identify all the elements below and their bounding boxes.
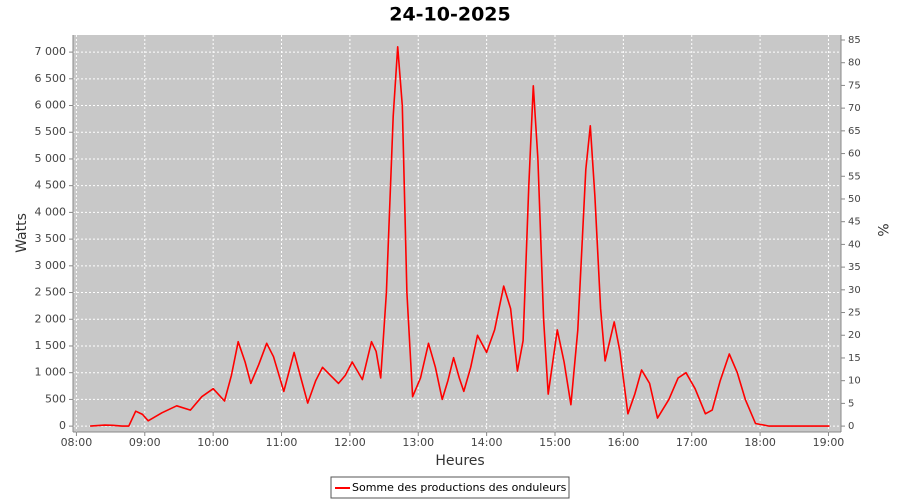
y-axis-label: Watts — [14, 213, 30, 253]
y-tick-label: 1 000 — [35, 366, 67, 379]
legend-label: Somme des productions des onduleurs — [352, 481, 567, 494]
y2-tick-label: 40 — [848, 239, 861, 250]
y2-tick-label: 75 — [848, 80, 861, 91]
y-tick-label: 5 000 — [35, 152, 67, 165]
x-tick-label: 12:00 — [334, 436, 366, 449]
y2-tick-label: 10 — [848, 376, 861, 387]
y2-tick-label: 50 — [848, 194, 861, 205]
y2-tick-label: 15 — [848, 353, 861, 364]
x-tick-label: 08:00 — [61, 436, 93, 449]
x-tick-label: 18:00 — [744, 436, 776, 449]
x-tick-label: 14:00 — [471, 436, 503, 449]
x-tick-label: 16:00 — [608, 436, 640, 449]
y2-tick-label: 5 — [848, 398, 854, 409]
y2-tick-label: 80 — [848, 58, 861, 69]
y-tick-label: 500 — [45, 392, 66, 405]
y2-tick-label: 85 — [848, 35, 861, 46]
y2-tick-label: 0 — [848, 421, 854, 432]
y-tick-label: 6 500 — [35, 72, 67, 85]
y-tick-label: 6 000 — [35, 99, 67, 112]
x-tick-label: 13:00 — [402, 436, 434, 449]
x-tick-label: 11:00 — [266, 436, 298, 449]
y-tick-label: 4 000 — [35, 205, 67, 218]
y2-tick-label: 60 — [848, 149, 861, 160]
legend-box — [330, 476, 570, 499]
y2-tick-label: 30 — [848, 285, 861, 296]
y2-axis-label: % — [874, 223, 890, 236]
y-tick-label: 2 000 — [35, 312, 67, 325]
y-tick-label: 5 500 — [35, 125, 67, 138]
series-line — [90, 46, 830, 427]
y-tick-label: 7 000 — [35, 45, 67, 58]
y2-tick-label: 70 — [848, 103, 861, 114]
x-tick-label: 10:00 — [197, 436, 229, 449]
y2-tick-label: 65 — [848, 126, 861, 137]
y2-tick-label: 25 — [848, 308, 861, 319]
x-tick-label: 15:00 — [539, 436, 571, 449]
y-tick-label: 2 500 — [35, 286, 67, 299]
y2-tick-label: 20 — [848, 330, 861, 341]
y-tick-label: 1 500 — [35, 339, 67, 352]
y2-tick-label: 35 — [848, 262, 861, 273]
chart-title: 24-10-2025 — [389, 4, 511, 26]
y-tick-label: 4 500 — [35, 179, 67, 192]
y-tick-label: 3 500 — [35, 232, 67, 245]
y2-tick-label: 55 — [848, 171, 861, 182]
y2-tick-label: 45 — [848, 217, 861, 228]
x-tick-label: 17:00 — [676, 436, 708, 449]
x-tick-label: 19:00 — [813, 436, 845, 449]
y-tick-label: 0 — [59, 419, 66, 432]
plot-area — [73, 35, 841, 432]
y-tick-label: 3 000 — [35, 259, 67, 272]
x-axis-label: Heures — [435, 453, 484, 469]
x-tick-label: 09:00 — [129, 436, 161, 449]
